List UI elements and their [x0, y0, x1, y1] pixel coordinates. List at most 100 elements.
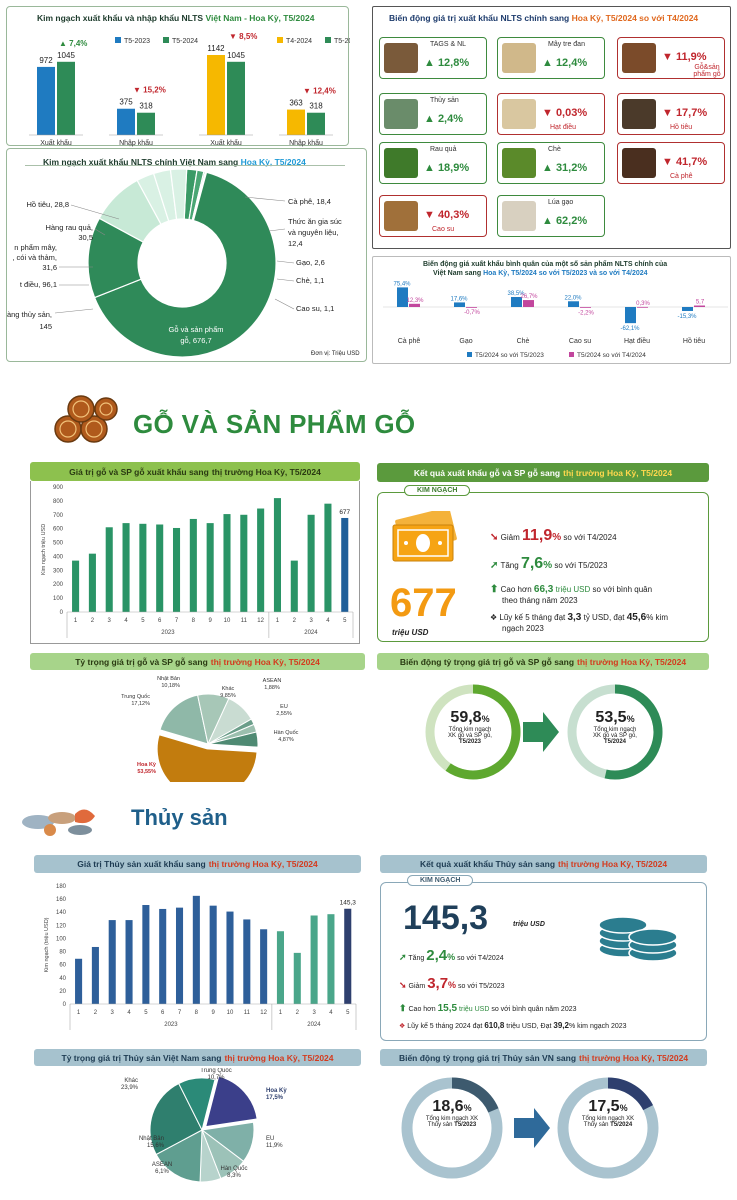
sea-share-header-text: Biến động tỷ trọng giá trị Thủy sản VN s… — [399, 1053, 576, 1063]
donut-label: gỗ, 676,7 — [180, 336, 211, 345]
value-change-value: ▼ 0,03% — [542, 107, 587, 119]
x-tick: 3 — [111, 1010, 115, 1016]
bar — [89, 554, 96, 612]
donut-label: Gỗ và sản phẩm — [168, 325, 223, 334]
x-tick: 2 — [296, 1010, 300, 1016]
value-change-card: ▲ 31,2% Chè — [497, 142, 605, 184]
y-tick: 80 — [59, 950, 66, 956]
bar — [126, 920, 133, 1004]
wood-bar-header-highlight: thị trường Hoa Kỳ, T5/2024 — [212, 467, 321, 477]
pie-label-value: 11,9% — [266, 1143, 283, 1149]
bar — [694, 306, 705, 307]
bar-value: 375 — [119, 98, 133, 107]
x-tick: 11 — [244, 1010, 251, 1016]
pie-label-name: Hoa Kỳ — [137, 762, 157, 768]
bar — [190, 519, 197, 612]
data-label: 26,7% — [520, 294, 538, 300]
nlts-donut-chart: Hồ tiêu, 28,8Hàng rau quả,30,5n phẩm mây… — [7, 149, 368, 363]
data-label: -0,7% — [464, 310, 480, 316]
wood-section-title: GỖ VÀ SẢN PHẨM GỖ — [133, 409, 415, 440]
product-image — [384, 148, 418, 178]
year-label: 2023 — [164, 1022, 178, 1028]
data-label: -2,2% — [578, 311, 594, 317]
bar — [327, 914, 334, 1004]
bar — [308, 515, 315, 612]
bar — [277, 931, 284, 1004]
x-tick: 10 — [227, 1010, 234, 1016]
data-label: 12,3% — [406, 298, 424, 304]
bar-value: 1142 — [207, 44, 225, 53]
value-change-value: ▼ 40,3% — [424, 209, 469, 221]
bar — [568, 301, 579, 307]
bar — [637, 307, 648, 308]
category-label: Nhập khẩu — [119, 139, 153, 147]
wood-share-a-text: 59,8% Tổng kim ngạch XK gỗ và SP gỗ, T5/… — [420, 709, 520, 745]
wood-pie-header-text: Tỷ trọng giá trị gỗ và SP gỗ sang — [75, 657, 208, 667]
value-change-value: ▼ 11,9% — [662, 51, 707, 63]
x-tick: 1 — [74, 618, 78, 624]
legend-swatch — [569, 352, 574, 357]
category-label: Cao su — [569, 338, 591, 345]
bar — [223, 514, 230, 612]
wood-bar-header-text: Giá trị gỗ và SP gỗ xuất khẩu sang — [69, 467, 209, 477]
bar — [625, 307, 636, 323]
value-change-value: ▼ 17,7% — [662, 107, 707, 119]
sea-bar-header-highlight: thị trường Hoa Kỳ, T5/2024 — [209, 859, 318, 869]
donut-label: 145 — [39, 322, 52, 331]
change-label: ▼ 15,2% — [133, 86, 166, 95]
pie-label-name: ASEAN — [263, 678, 282, 684]
change-label: ▼ 8,5% — [229, 32, 257, 41]
bar — [260, 929, 267, 1004]
pie-label-name: Hoa Kỳ — [266, 1088, 287, 1094]
bar — [207, 55, 225, 135]
bar — [207, 523, 214, 612]
bar — [341, 518, 348, 612]
bar-value: 318 — [309, 102, 323, 111]
data-label: 0,3% — [636, 301, 650, 307]
sea-line-2: ➘ Giảm 3,7% so với T5/2023 — [399, 975, 505, 992]
wood-bar-header: Giá trị gỗ và SP gỗ xuất khẩu sang thị tr… — [30, 462, 360, 481]
change-label: ▼ 12,4% — [303, 87, 336, 96]
data-label: -62,1% — [620, 326, 640, 332]
wood-pie-chart: Nhật Bản10,18%Trung Quốc17,12%Khác9,85%A… — [30, 672, 365, 782]
donut-label: Chè, 1,1 — [296, 276, 324, 285]
y-tick: 700 — [53, 513, 64, 519]
seafood-icon — [20, 800, 100, 840]
category-label: Xuất khẩu — [210, 138, 242, 147]
value-change-label: Gỗ&sản phẩm gỗ — [692, 64, 722, 78]
donut-label: Hàng rau quả, — [45, 223, 93, 232]
donut-label: t điều, 96,1 — [20, 280, 57, 289]
sea-section-title: Thủy sản — [131, 805, 228, 831]
x-tick: 8 — [192, 618, 196, 624]
bar-value: 363 — [289, 99, 303, 108]
bar — [580, 307, 591, 308]
value-change-card: ▲ 2,4% Thủy sản — [379, 93, 487, 135]
sea-share-b-l2: Thủy sản T5/2024 — [558, 1122, 658, 1128]
product-image — [622, 43, 656, 73]
pie-label-name: Khác — [222, 686, 235, 692]
y-tick: 800 — [53, 499, 64, 505]
wood-line-4b: ngạch 2023 — [502, 624, 544, 633]
data-label: 22,0% — [564, 295, 582, 301]
arrow-icon — [514, 1108, 550, 1148]
value-change-value: ▼ 41,7% — [662, 156, 707, 168]
x-tick: 1 — [77, 1010, 81, 1016]
bar-value: 1045 — [57, 51, 75, 60]
y-tick: 140 — [56, 910, 67, 916]
nlts-donut-panel: Kim ngạch xuất khẩu NLTS chính Việt Nam … — [6, 148, 367, 362]
x-tick: 4 — [329, 1010, 333, 1016]
bar-value: 677 — [339, 509, 350, 516]
logs-icon — [48, 393, 120, 449]
category-label: Cà phê — [398, 338, 421, 345]
pie-label-name: EU — [280, 704, 288, 710]
donut-label: , cói và thảm, — [12, 253, 57, 262]
bar — [173, 528, 180, 612]
pie-label-value: 4,87% — [278, 737, 294, 743]
pie-label-value: 1,88% — [264, 685, 280, 691]
y-tick: 120 — [56, 923, 67, 929]
y-tick: 160 — [56, 897, 67, 903]
product-image — [384, 43, 418, 73]
category-label: Hạt điều — [624, 336, 650, 345]
leader-line — [277, 279, 294, 281]
